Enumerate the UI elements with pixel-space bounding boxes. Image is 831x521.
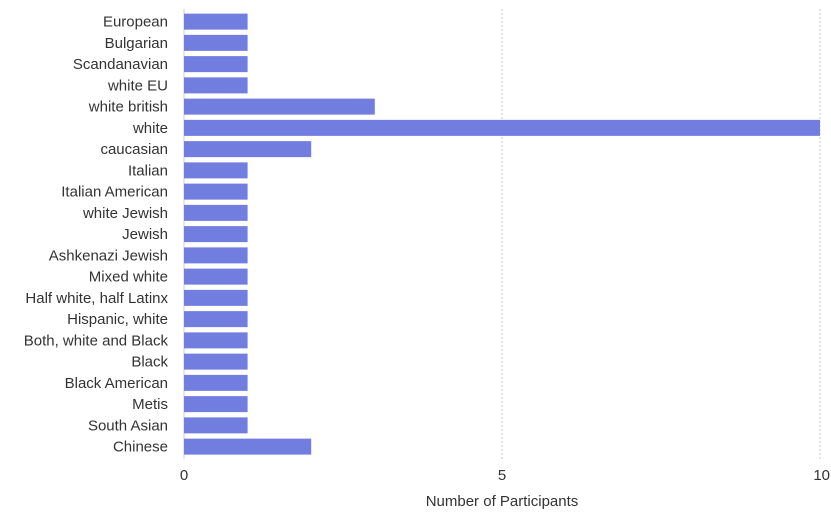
bar: [184, 417, 248, 434]
bar: [184, 34, 248, 51]
grid-layer: [183, 9, 821, 460]
x-axis-title: Number of Participants: [426, 493, 579, 510]
category-label: Chinese: [113, 439, 168, 456]
category-label: Hispanic, white: [67, 311, 168, 328]
x-tick-label: 5: [498, 467, 506, 484]
category-label: Italian American: [61, 184, 168, 201]
category-label: Metis: [132, 396, 168, 413]
category-label: white EU: [107, 77, 168, 94]
bar: [184, 268, 248, 285]
category-label: Both, white and Black: [24, 332, 169, 349]
category-label: Italian: [128, 162, 168, 179]
category-label: white Jewish: [82, 205, 168, 222]
bar: [184, 332, 248, 349]
bar: [184, 289, 248, 306]
category-label: Black: [131, 354, 168, 371]
bar: [184, 311, 248, 328]
category-label: South Asian: [88, 417, 168, 434]
bar: [184, 141, 312, 158]
category-label: white: [132, 120, 168, 137]
bar: [184, 56, 248, 73]
category-label: Mixed white: [89, 269, 168, 286]
category-label: Black American: [65, 375, 168, 392]
category-label: Ashkenazi Jewish: [49, 247, 168, 264]
bar: [184, 396, 248, 413]
bar: [184, 226, 248, 243]
category-label: European: [103, 14, 168, 31]
category-label: Jewish: [122, 226, 168, 243]
bar: [184, 353, 248, 370]
bar: [184, 13, 248, 30]
category-labels: European Bulgarian Scandanavian white EU whi…: [24, 14, 169, 456]
bar: [184, 204, 248, 221]
category-label: Bulgarian: [105, 35, 168, 52]
bars-layer: [184, 13, 820, 455]
x-tick-label: 0: [180, 467, 188, 484]
category-label: white british: [88, 99, 168, 116]
x-tick-label: 10: [813, 467, 830, 484]
bar: [184, 438, 312, 455]
category-label: Half white, half Latinx: [25, 290, 168, 307]
bar: [184, 162, 248, 179]
bar: [184, 374, 248, 391]
bar: [184, 98, 375, 115]
bar: [184, 77, 248, 94]
category-label: Scandanavian: [73, 56, 168, 73]
x-tick-labels: 0 5 10: [180, 467, 830, 484]
bar: [184, 119, 820, 136]
bar: [184, 183, 248, 200]
bar: [184, 247, 248, 264]
category-label: caucasian: [100, 141, 168, 158]
